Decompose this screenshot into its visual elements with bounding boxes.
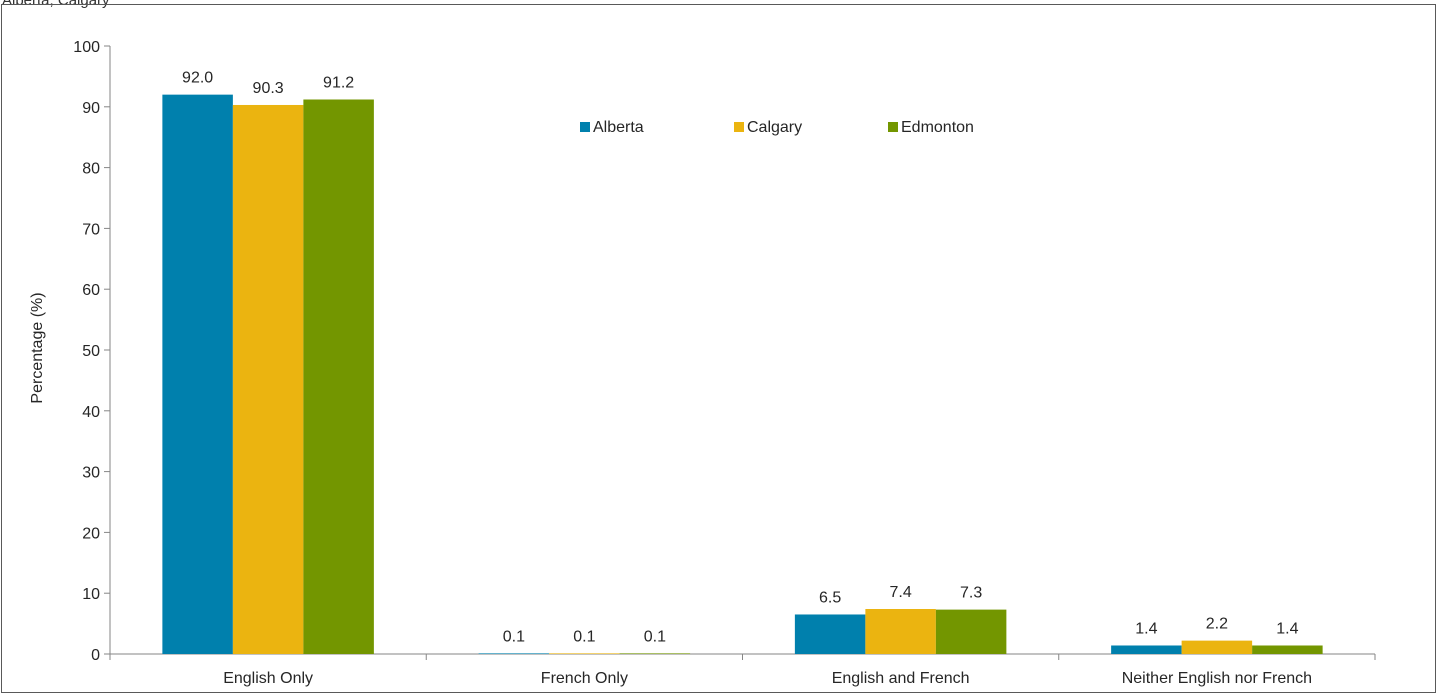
bar-edmonton [619, 653, 691, 654]
data-label: 91.2 [323, 75, 354, 92]
legend-label-alberta: Alberta [593, 119, 644, 136]
bar-calgary [865, 609, 936, 654]
legend-swatch-alberta [580, 122, 590, 132]
y-tick-label: 20 [82, 525, 100, 542]
legend-label-calgary: Calgary [747, 119, 802, 136]
data-label: 6.5 [819, 589, 841, 606]
bar-calgary [1181, 640, 1253, 654]
x-tick-label: English and French [832, 670, 970, 687]
legend-label-edmonton: Edmonton [901, 119, 974, 136]
data-label: 2.2 [1206, 616, 1228, 633]
bar-edmonton [1252, 645, 1323, 654]
data-label: 7.4 [890, 584, 912, 601]
y-tick-label: 90 [82, 100, 100, 117]
x-tick-label: French Only [541, 670, 628, 687]
chart-frame [1, 4, 1436, 693]
data-label: 0.1 [644, 628, 666, 645]
y-tick-label: 70 [82, 221, 100, 238]
legend-swatch-edmonton [888, 122, 898, 132]
y-axis-title: Percentage (%) [29, 292, 46, 403]
legend: Alberta Calgary Edmonton [580, 119, 974, 136]
bar-alberta [162, 94, 233, 654]
data-label: 92.0 [182, 70, 213, 87]
legend-swatch-calgary [734, 122, 744, 132]
y-tick-label: 10 [82, 586, 100, 603]
y-axis: 0 10 20 30 40 50 60 70 80 90 100 [73, 39, 111, 664]
x-tick-label: Neither English nor French [1122, 670, 1312, 687]
bar-alberta [478, 653, 550, 654]
data-label: 7.3 [960, 585, 982, 602]
bar-alberta [1111, 645, 1182, 654]
bar-edmonton [935, 609, 1007, 654]
bars [162, 94, 1323, 654]
data-label: 90.3 [253, 80, 284, 97]
x-axis: English Only French Only English and Frenc… [109, 653, 1376, 687]
x-tick-label: English Only [223, 670, 313, 687]
bar-calgary [232, 104, 304, 654]
y-tick-label: 40 [82, 404, 100, 421]
y-tick-label: 50 [82, 343, 100, 360]
y-tick-label: 100 [73, 39, 100, 56]
data-label: 1.4 [1276, 620, 1298, 637]
y-tick-label: 0 [91, 647, 100, 664]
data-label: 0.1 [573, 628, 595, 645]
data-label: 1.4 [1135, 620, 1157, 637]
bar-alberta [794, 614, 866, 654]
data-labels: 92.0 0.1 6.5 1.4 90.3 0.1 7.4 2.2 91.2 0.1 7.3 1.4 [182, 70, 1299, 646]
bar-edmonton [303, 99, 374, 654]
y-tick-label: 60 [82, 282, 100, 299]
y-tick-label: 30 [82, 465, 100, 482]
y-tick-label: 80 [82, 161, 100, 178]
bar-calgary [549, 653, 620, 654]
data-label: 0.1 [503, 628, 525, 645]
